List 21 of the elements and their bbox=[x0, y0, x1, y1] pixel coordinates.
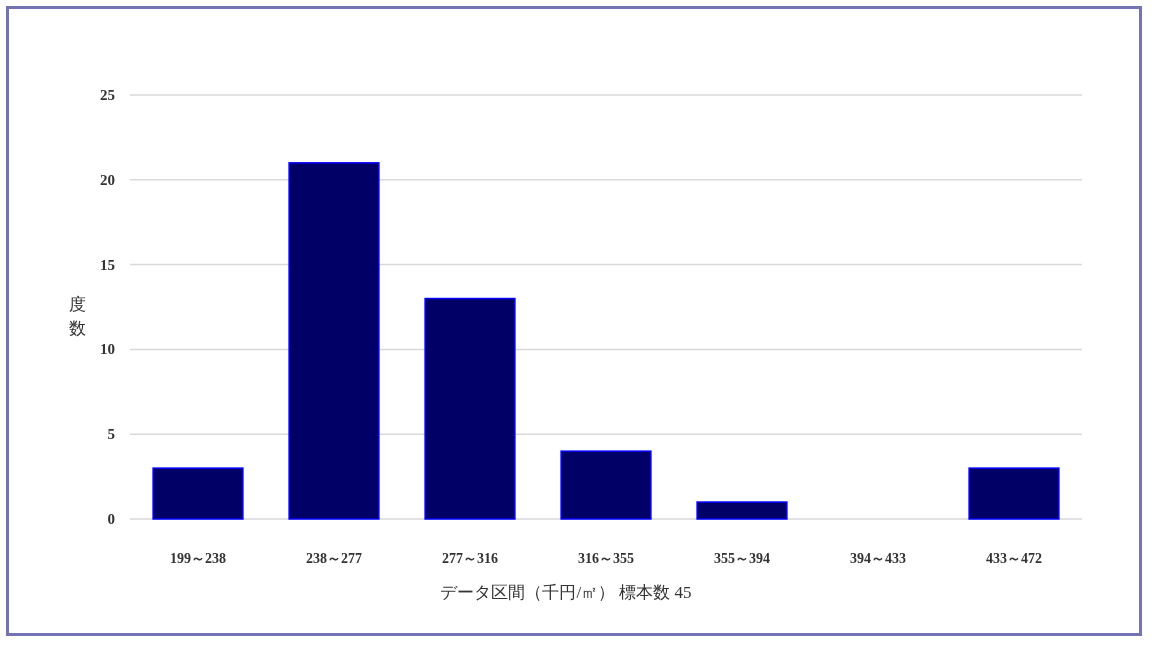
x-tick-label: 433～472 bbox=[986, 550, 1042, 566]
x-tick-label: 394～433 bbox=[850, 550, 906, 566]
bar bbox=[288, 162, 380, 520]
y-axis-title: 度数 bbox=[68, 294, 86, 338]
x-axis-title: データ区間（千円/㎡） 標本数 45 bbox=[440, 582, 692, 602]
y-tick-label: 0 bbox=[107, 511, 115, 527]
y-tick-label: 15 bbox=[100, 256, 115, 273]
x-tick-label: 355～394 bbox=[714, 550, 770, 566]
bar bbox=[424, 297, 516, 520]
bar bbox=[152, 467, 244, 520]
x-tick-label: 316～355 bbox=[578, 550, 634, 566]
x-tick-label: 238～277 bbox=[306, 550, 362, 566]
x-tick-label: 277～316 bbox=[442, 550, 498, 566]
x-tick-label: 199～238 bbox=[170, 550, 226, 566]
bar bbox=[696, 501, 788, 520]
y-tick-label: 10 bbox=[100, 341, 115, 358]
y-tick-label: 20 bbox=[100, 171, 115, 188]
y-tick-label: 25 bbox=[100, 87, 115, 103]
bar bbox=[560, 450, 652, 520]
bar bbox=[968, 467, 1060, 520]
y-tick-label: 5 bbox=[107, 426, 115, 443]
